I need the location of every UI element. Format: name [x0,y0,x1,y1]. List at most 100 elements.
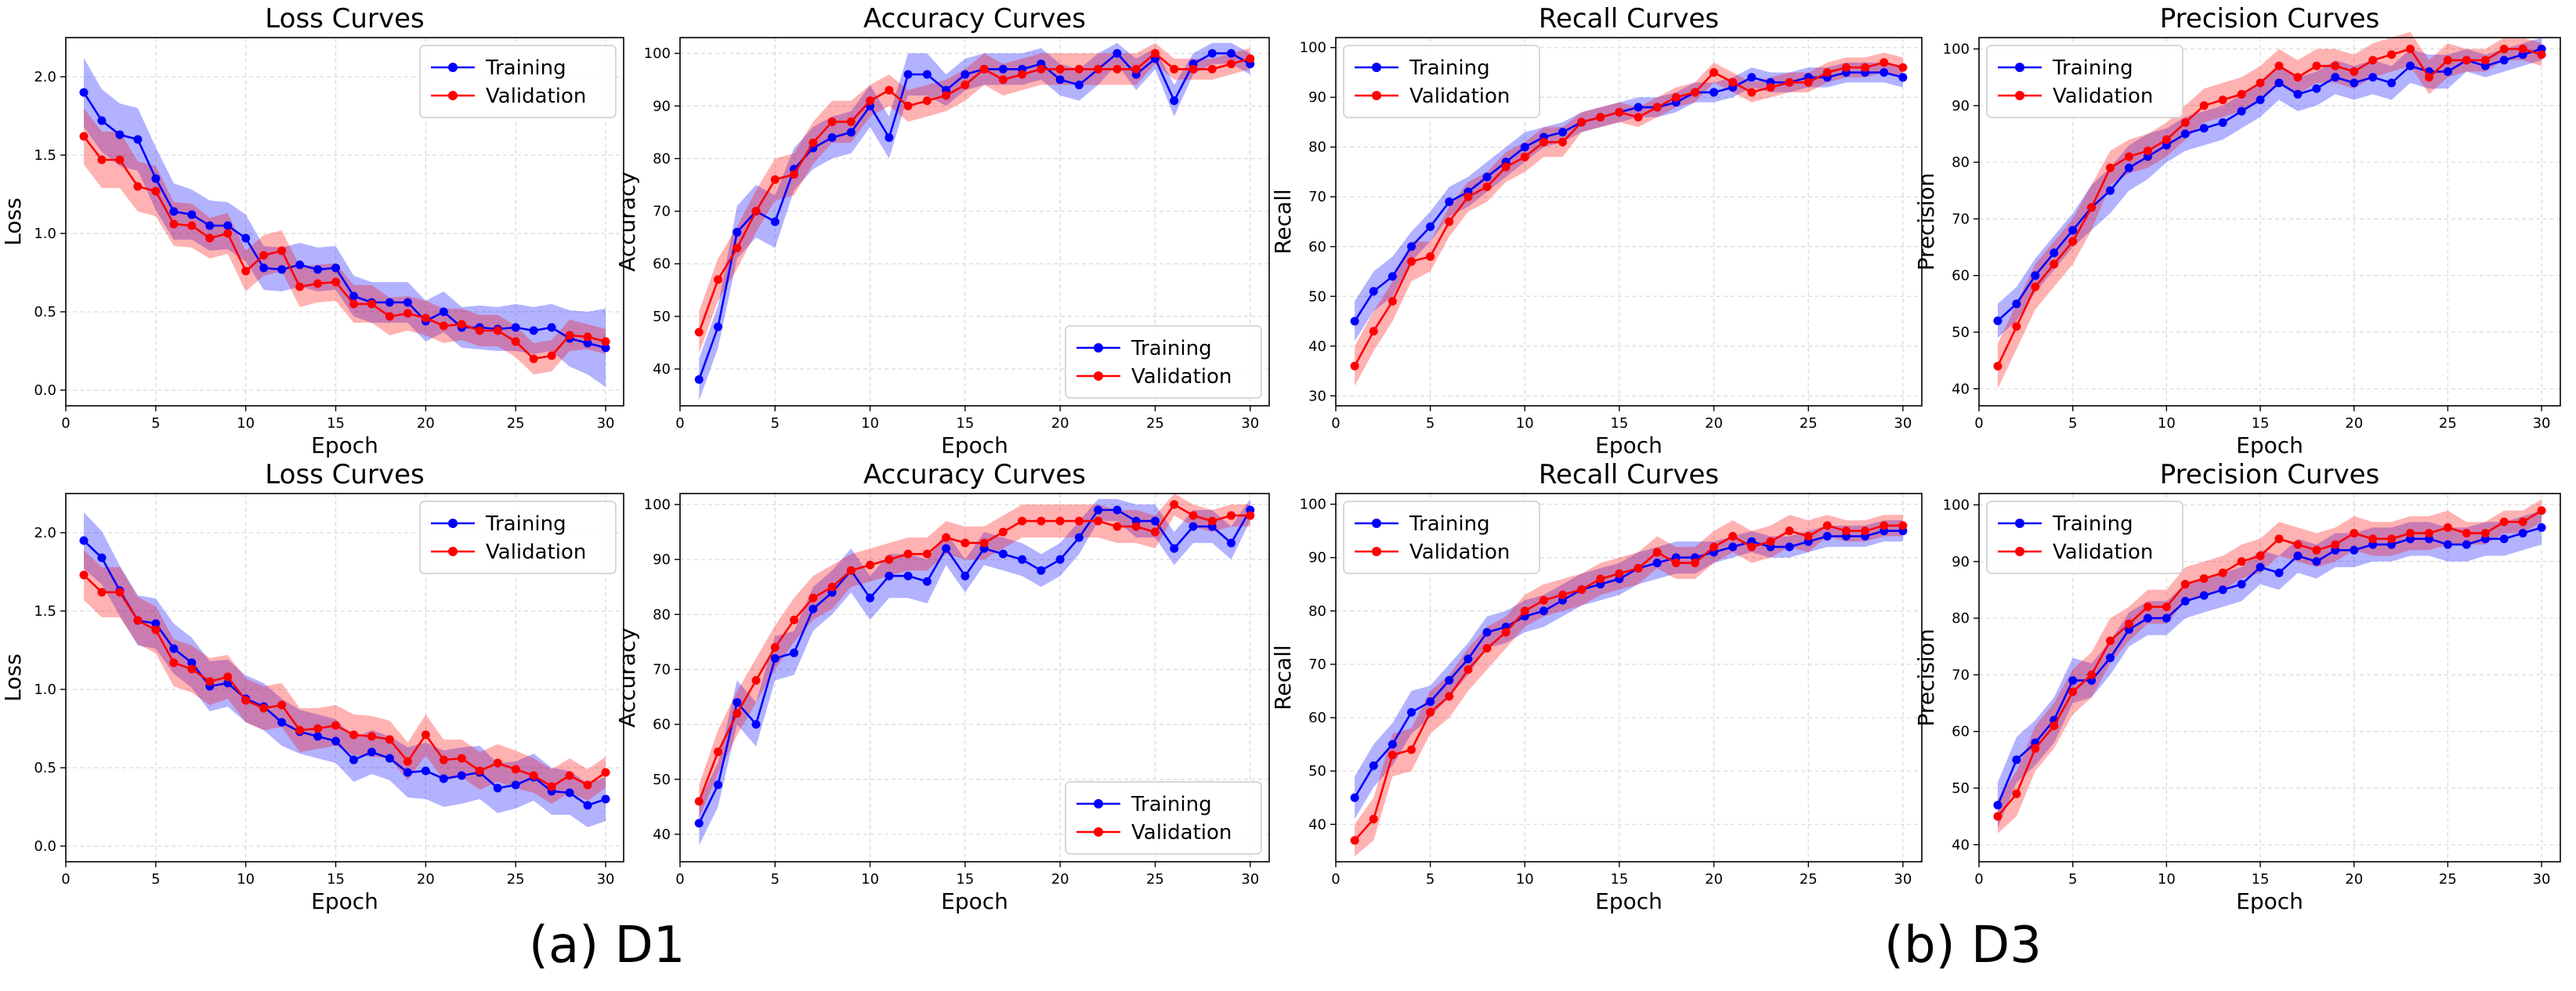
data-point-training [1520,143,1529,152]
data-point-training [1350,793,1359,802]
x-tick-label: 15 [956,871,974,888]
x-tick-label: 30 [2533,871,2551,888]
y-tick-label: 30 [1308,388,1326,404]
x-tick-label: 10 [2158,871,2176,888]
data-point-validation [1634,563,1643,573]
data-point-validation [1690,559,1699,568]
legend-label-validation: Validation [1131,821,1232,845]
data-point-training [2068,676,2078,685]
data-point-training [2368,73,2378,82]
data-point-training [2124,163,2133,172]
chart-d1-acc: 0 5 10 15 20 25 30 40 50 60 70 80 90 100 Accuracy Curv… [614,3,1270,458]
y-tick-label: 60 [1952,724,1970,740]
data-point-training [601,343,610,353]
data-point-validation [903,549,913,559]
y-tick-label: 70 [653,661,671,678]
legend-box [1065,781,1262,855]
data-point-validation [421,313,430,323]
data-point-validation [403,309,412,318]
data-point-validation [2106,636,2115,646]
data-point-validation [511,765,520,774]
data-point-training [2387,78,2397,88]
data-point-validation [2012,789,2021,798]
y-axis-label: Loss [0,653,26,701]
data-point-validation [1539,595,1548,605]
data-point-validation [2480,529,2490,538]
data-point-training [349,755,358,765]
data-point-validation [2312,545,2321,555]
data-point-training [2274,568,2284,577]
data-point-training [1113,505,1122,515]
x-tick-label: 15 [1610,871,1628,888]
y-tick-label: 1.5 [34,147,56,164]
y-tick-label: 40 [653,361,671,378]
data-point-training [547,323,556,332]
data-point-validation [151,186,161,196]
y-tick-label: 100 [644,45,671,62]
x-tick-label: 20 [1705,415,1723,432]
data-point-training [1150,516,1160,526]
y-tick-label: 80 [653,150,671,167]
data-point-training [1207,49,1217,58]
data-point-validation [1690,88,1699,97]
confidence-band-validation [1355,52,1903,386]
legend-marker-training [1094,799,1103,808]
data-point-validation [1785,526,1794,536]
data-point-validation [1615,107,1624,117]
y-tick-label: 100 [1300,497,1326,513]
data-point-validation [2424,73,2433,82]
data-point-validation [1407,745,1416,754]
axes-frame [679,493,1270,863]
data-point-validation [2518,44,2527,53]
data-point-validation [2199,573,2209,583]
x-tick-label: 30 [597,415,615,432]
data-point-training [2180,596,2190,606]
y-tick-label: 50 [1308,763,1326,779]
data-point-validation [1226,511,1236,520]
data-point-validation [2143,146,2152,156]
x-tick-label: 25 [507,871,525,888]
legend: Training Validation [1343,501,1540,574]
data-point-validation [1170,500,1179,509]
data-point-validation [714,747,723,757]
data-point-validation [1094,516,1103,526]
y-tick-label: 100 [1943,41,1970,57]
data-point-validation [457,320,466,329]
data-point-validation [1246,54,1255,63]
data-point-validation [1445,217,1454,226]
x-tick-label: 15 [327,415,345,432]
data-point-training [493,783,502,793]
data-point-training [714,322,723,331]
x-tick-label: 0 [1974,871,1983,888]
legend-box [1065,325,1262,399]
chart-d1-recall: 0 5 10 15 20 25 30 30 40 50 60 70 80 90 100 Recall Curv… [1270,3,1923,458]
data-point-validation [961,538,970,548]
data-point-training [1369,287,1378,296]
data-point-training [961,571,970,580]
panel-label-d3: (b) D3 [1884,917,2042,975]
confidence-band-validation [84,108,606,374]
legend-label-validation: Validation [486,85,586,108]
data-point-training [2350,78,2359,88]
y-tick-label: 70 [1308,189,1326,205]
data-point-training [1387,272,1397,281]
data-point-validation [1387,297,1397,306]
data-point-validation [2312,61,2321,71]
data-point-training [2499,534,2509,544]
data-point-training [2462,540,2471,549]
y-tick-label: 80 [1308,139,1326,156]
data-point-validation [827,117,837,126]
y-tick-label: 90 [1952,554,1970,570]
y-tick-label: 70 [1952,667,1970,683]
data-point-validation [151,625,161,635]
y-axis-label: Accuracy [614,628,640,728]
data-point-training [2256,96,2265,105]
data-point-validation [2162,602,2171,612]
data-point-training [151,619,161,628]
x-tick-label: 10 [1516,415,1534,432]
data-point-validation [885,85,894,95]
data-point-validation [2256,78,2265,88]
data-point-training [1993,316,2003,326]
data-point-training [529,326,538,335]
data-point-validation [313,279,323,288]
